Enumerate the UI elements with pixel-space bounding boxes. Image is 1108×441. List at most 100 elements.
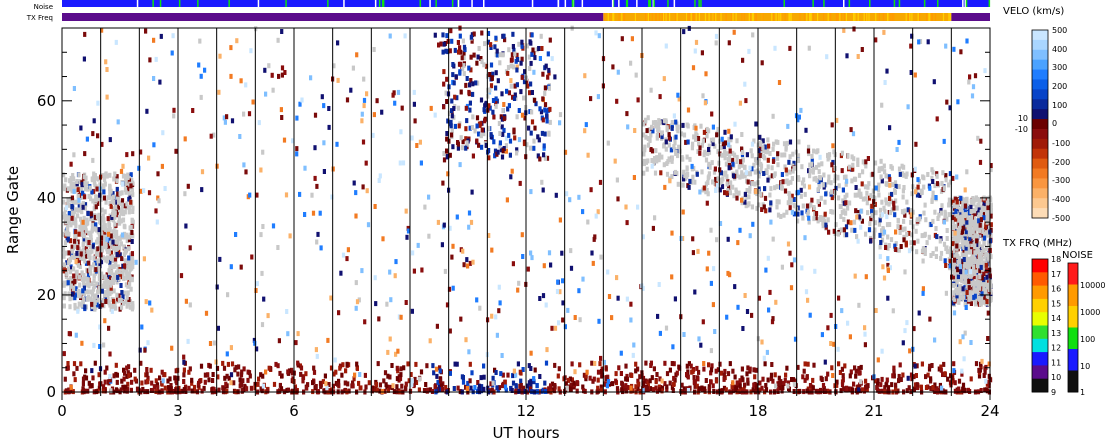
scatter-cell [403,33,407,39]
scatter-cell [972,274,976,280]
scatter-cell [924,374,928,380]
scatter-cell [315,183,319,189]
scatter-cell [743,81,747,87]
txfreq-strip-tick [887,13,889,21]
scatter-cell [89,237,93,243]
scatter-cell [259,232,263,238]
noise-strip-tick [572,0,575,7]
scatter-cell [78,282,82,288]
scatter-cell [82,291,87,297]
scatter-cell [79,251,83,257]
txfreq-strip-tick [830,13,832,21]
scatter-cell [948,263,952,269]
scatter-cell [974,268,978,273]
scatter-cell [102,342,106,348]
scatter-cell [894,382,898,388]
scatter-cell [972,221,977,227]
scatter-cell [79,216,83,222]
scatter-cell [873,378,877,384]
scatter-cell [979,264,983,270]
scatter-cell [979,253,983,259]
scatter-cell [811,385,815,391]
scatter-cell [534,101,538,107]
scatter-cell [646,381,650,387]
scatter-cell [821,223,825,229]
scatter-cell [982,282,986,288]
scatter-cell [884,200,888,206]
scatter-cell [964,277,968,283]
scatter-cell [963,236,967,242]
scatter-cell [97,227,101,233]
scatter-cell [115,174,119,180]
scatter-cell [954,287,958,293]
scatter-cell [131,151,135,157]
scatter-cell [449,28,453,34]
scatter-cell [861,169,865,175]
scatter-cell [636,204,640,210]
scatter-cell [182,354,186,360]
scatter-cell [782,381,786,386]
scatter-cell [197,62,201,68]
scatter-cell [748,366,752,372]
scatter-cell [207,377,211,383]
scatter-cell [934,246,938,252]
txfreq-strip-segment [603,13,952,21]
scatter-cell [790,193,794,199]
scatter-cell [98,324,102,330]
scatter-cell [267,365,271,371]
txfreq-strip-tick [854,13,856,21]
scatter-cell [817,183,821,189]
scatter-cell [119,241,123,247]
scatter-cell [948,249,953,255]
scatter-cell [108,264,112,270]
txfreq-strip-tick [839,13,841,21]
scatter-cell [70,244,74,250]
scatter-cell [791,151,795,157]
scatter-cell [789,285,794,291]
scatter-cell [75,179,79,184]
scatter-cell [931,179,935,184]
scatter-cell [184,223,188,229]
scatter-cell [929,386,933,391]
scatter-cell [602,359,606,365]
scatter-cell [807,215,811,221]
scatter-cell [776,151,780,157]
txfreq-strip-tick [926,13,928,21]
scatter-cell [984,227,988,233]
scatter-cell [96,258,100,264]
scatter-cell [970,252,974,258]
scatter-cell [864,163,868,169]
scatter-cell [913,363,917,369]
scatter-cell [63,186,67,192]
scatter-cell [133,376,137,382]
scatter-cell [802,177,806,183]
scatter-cell [600,373,604,379]
scatter-cell [774,383,778,389]
scatter-cell [261,224,265,229]
scatter-cell [877,192,881,198]
scatter-cell [69,384,73,390]
noise-strip-tick [893,0,896,7]
scatter-cell [981,248,985,254]
scatter-cell [697,336,701,342]
scatter-cell [616,69,620,75]
scatter-cell [643,118,648,124]
scatter-cell [73,295,77,301]
scatter-cell [563,149,568,155]
scatter-cell [494,96,498,102]
scatter-cell [792,160,796,166]
scatter-cell [972,216,976,222]
scatter-cell [106,293,110,299]
scatter-cell [955,243,959,249]
scatter-cell [749,148,753,154]
scatter-cell [674,119,678,125]
scatter-cell [179,273,184,279]
scatter-cell [912,326,916,332]
scatter-cell [736,304,740,310]
scatter-cell [93,260,97,266]
scatter-cell [410,308,414,314]
scatter-cell [443,268,447,274]
scatter-cell [375,387,379,393]
scatter-cell [111,191,115,197]
txfreq-strip-tick [883,13,885,21]
